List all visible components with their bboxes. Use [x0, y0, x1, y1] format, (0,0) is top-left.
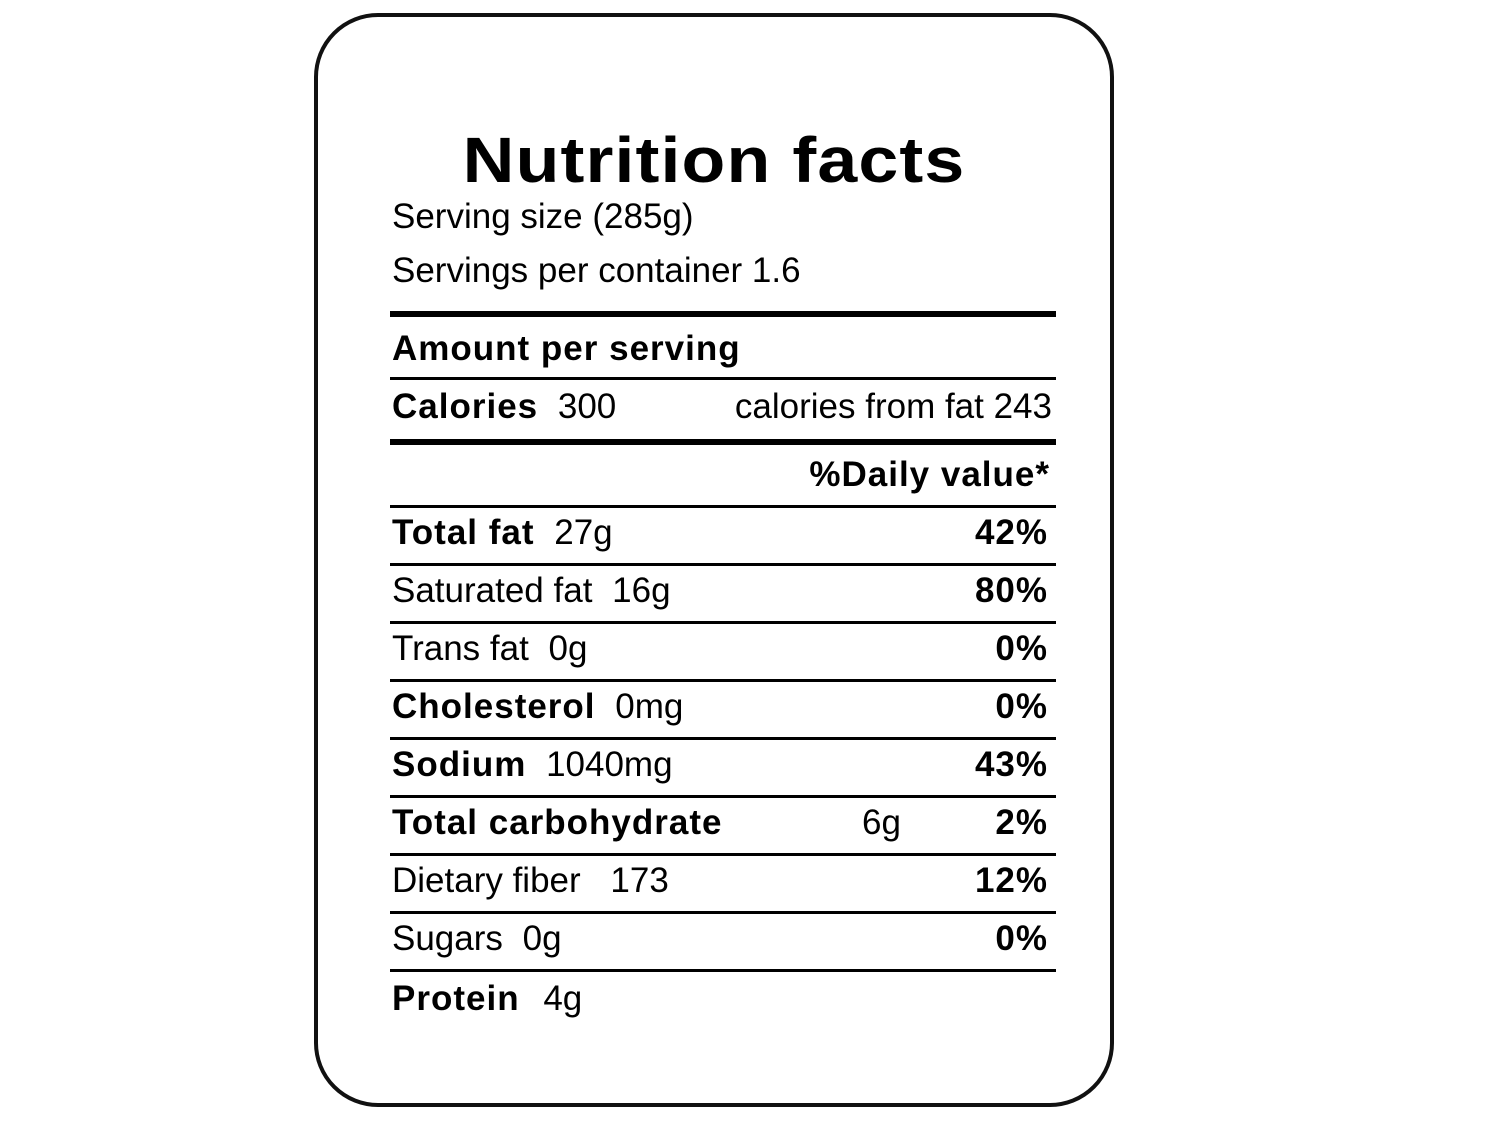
- nutrient-row-sugars: Sugars 0g 0%: [392, 917, 1052, 961]
- nutrient-pct: 80%: [974, 571, 1048, 610]
- nutrient-row-cholesterol: Cholesterol 0mg 0%: [392, 685, 1052, 729]
- nutrient-label: Saturated fat: [392, 571, 593, 610]
- nutrient-pct: 0%: [995, 919, 1048, 958]
- divider-thick: [390, 311, 1056, 317]
- nutrient-row-saturated-fat: Saturated fat 16g 80%: [392, 569, 1052, 613]
- nutrient-row-protein: Protein 4g: [392, 977, 1052, 1021]
- nutrient-pct: 42%: [974, 513, 1048, 552]
- nutrient-label: Sugars: [392, 919, 503, 958]
- divider: [390, 377, 1056, 380]
- nutrient-pct: 12%: [974, 861, 1048, 900]
- daily-value-header-row: %Daily value*: [392, 453, 1052, 497]
- nutrient-label: Cholesterol: [392, 687, 596, 726]
- calories-from-fat: calories from fat 243: [734, 387, 1052, 426]
- nutrient-row-total-fat: Total fat 27g 42%: [392, 511, 1052, 555]
- divider: [390, 969, 1056, 972]
- nutrient-amount: 173: [610, 861, 669, 900]
- divider: [390, 563, 1056, 566]
- nutrient-row-sodium: Sodium 1040mg 43%: [392, 743, 1052, 787]
- nutrient-amount: 27g: [554, 513, 613, 552]
- nutrient-pct: 43%: [974, 745, 1048, 784]
- calories-label: Calories: [392, 387, 539, 426]
- nutrient-pct: 0%: [995, 687, 1048, 726]
- nutrient-pct: 2%: [995, 803, 1048, 842]
- nutrient-label: Sodium: [392, 745, 527, 784]
- divider-thick: [390, 439, 1056, 445]
- nutrient-label: Dietary fiber: [392, 861, 581, 900]
- nutrient-label: Protein: [392, 979, 520, 1018]
- calories-row: Calories 300 calories from fat 243: [392, 385, 1052, 429]
- nutrient-amount: 0g: [548, 629, 588, 668]
- servings-per-container: Servings per container 1.6: [392, 251, 801, 290]
- label-title: Nutrition facts: [462, 124, 966, 196]
- divider: [390, 911, 1056, 914]
- serving-size: Serving size (285g): [392, 197, 694, 236]
- calories-value: 300: [557, 387, 617, 426]
- divider: [390, 679, 1056, 682]
- nutrient-amount: 1040mg: [546, 745, 673, 784]
- divider: [390, 853, 1056, 856]
- nutrient-row-dietary-fiber: Dietary fiber 173 12%: [392, 859, 1052, 903]
- amount-per-serving: Amount per serving: [392, 329, 741, 368]
- nutrient-row-trans-fat: Trans fat 0g 0%: [392, 627, 1052, 671]
- nutrient-row-total-carbohydrate: Total carbohydrate 6g 2%: [392, 801, 1052, 845]
- nutrient-amount: 4g: [543, 979, 583, 1018]
- divider: [390, 737, 1056, 740]
- nutrition-label: Nutrition facts Serving size (285g) Serv…: [314, 13, 1114, 1107]
- nutrient-amount: 16g: [612, 571, 671, 610]
- nutrient-label: Trans fat: [392, 629, 529, 668]
- divider: [390, 795, 1056, 798]
- nutrient-label: Total fat: [392, 513, 535, 552]
- nutrient-label: Total carbohydrate: [392, 803, 723, 842]
- nutrient-amount: 0mg: [615, 687, 684, 726]
- divider: [390, 505, 1056, 508]
- daily-value-header: %Daily value*: [809, 455, 1050, 494]
- nutrient-pct: 0%: [995, 629, 1048, 668]
- nutrient-amount: 6g: [862, 803, 901, 842]
- nutrient-amount: 0g: [522, 919, 562, 958]
- divider: [390, 621, 1056, 624]
